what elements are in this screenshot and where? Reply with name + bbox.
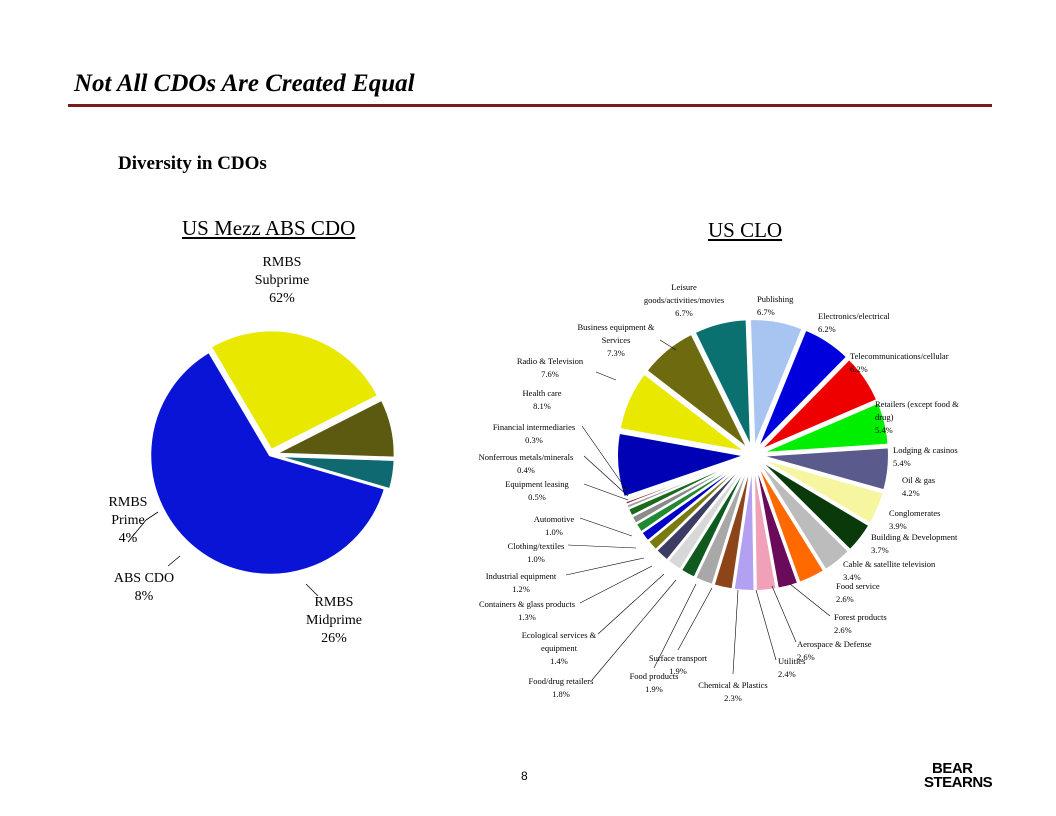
mezz-leader-midprime	[305, 583, 319, 597]
clo-leader-chemical-plastics	[732, 589, 739, 675]
clo-slice-forest-products	[752, 462, 778, 592]
clo-label-food-drug-retailers: Food/drug retailers 1.8%	[529, 676, 594, 699]
clo-label-chemical-plastics: Chemical & Plastics 2.3%	[698, 680, 767, 703]
clo-slice-lodging-casinos	[760, 446, 890, 492]
clo-slice-utilities	[712, 462, 753, 591]
clo-slice-building-development	[757, 460, 851, 572]
mezz-leader-prime-2	[127, 519, 147, 543]
clo-leader-aerospace-defense	[771, 585, 797, 643]
clo-label-retailers-except-food: Retailers (except food & drug) 5.4%	[875, 399, 959, 435]
clo-slice-business-equipment	[645, 332, 749, 450]
clo-label-surface-transport: Surface transport 1.9%	[649, 653, 708, 676]
logo-line-2: STEARNS	[924, 774, 993, 791]
bear-stearns-logo: BEAR STEARNS	[924, 760, 993, 791]
clo-slice-oil-gas	[759, 457, 885, 525]
clo-label-aerospace-defense: Aerospace & Defense 2.6%	[797, 639, 872, 662]
clo-leader-lines	[565, 339, 831, 681]
clo-label-health-care: Health care 8.1%	[523, 388, 562, 411]
clo-leader-forest-products	[789, 583, 831, 617]
clo-label-telecommunications-cellular: Telecommunications/cellular 6.2%	[850, 351, 949, 374]
mezz-leader-abs-cdo	[167, 555, 181, 567]
clo-leader-clothing-textiles	[567, 544, 637, 549]
clo-leader-utilities	[755, 589, 777, 661]
clo-slice-cable-satellite-television	[755, 461, 826, 585]
clo-label-ecological-services: Ecological services & equipment 1.4%	[522, 630, 597, 666]
clo-label-automotive: Automotive 1.0%	[534, 514, 575, 537]
clo-leader-automotive	[579, 517, 633, 537]
clo-label-oil-gas: Oil & gas 4.2%	[902, 475, 935, 498]
clo-slice-radio-television	[618, 372, 747, 453]
clo-label-financial-intermediaries: Financial intermediaries 0.3%	[493, 422, 575, 445]
clo-leader-radio-television	[595, 371, 617, 381]
clo-label-utilities: Utilities 2.4%	[778, 656, 805, 679]
clo-label-lodging-casinos: Lodging & casinos 5.4%	[893, 445, 958, 468]
clo-label-leisure: Leisure goods/activities/movies 6.7%	[644, 282, 724, 318]
clo-slice-health-care	[616, 431, 749, 499]
clo-slice-electronics-electrical	[756, 328, 849, 450]
clo-label-containers-glass-products: Containers & glass products 1.3%	[479, 599, 575, 622]
clo-slice-food-service	[754, 462, 800, 590]
slide-subtitle: Diversity in CDOs	[118, 153, 267, 174]
clo-label-industrial-equipment: Industrial equipment 1.2%	[486, 571, 557, 594]
mezz-label-abs-cdo: ABS CDO 8%	[114, 571, 174, 604]
clo-label-forest-products: Forest products 2.6%	[834, 612, 887, 635]
mezz-slice-rmbs-midprime	[208, 328, 381, 452]
mezz-label-rmbs-midprime: RMBS Midprime 26%	[306, 595, 362, 646]
clo-label-food-products: Food products 1.9%	[630, 671, 679, 694]
clo-leader-food-drug-retailers	[591, 579, 677, 681]
clo-label-publishing: Publishing 6.7%	[757, 294, 794, 317]
clo-leader-containers-glass-products	[579, 565, 653, 604]
mezz-pie-labels: RMBS Subprime 62% RMBS Midprime 26% ABS CDO 8% R…	[109, 255, 362, 646]
title-divider	[68, 104, 992, 107]
clo-slice-telecommunications-cellular	[758, 357, 879, 452]
clo-leader-equipment-leasing	[583, 483, 629, 501]
clo-slice-publishing	[748, 318, 804, 448]
clo-label-building-development: Building & Development 3.7%	[871, 532, 958, 555]
mezz-label-rmbs-prime: RMBS Prime 4%	[109, 495, 148, 546]
mezz-slice-abs-cdo	[274, 397, 397, 460]
clo-label-nonferrous-metals-minerals: Nonferrous metals/minerals 0.4%	[479, 452, 574, 475]
clo-leader-industrial-equipment	[565, 557, 645, 576]
clo-slice-financial-intermediaries	[623, 456, 746, 503]
clo-label-business-equipment: Business equipment & Services 7.3%	[578, 322, 655, 358]
clo-label-cable-satellite-television: Cable & satellite television 3.4%	[843, 559, 936, 582]
clo-slice-leisure	[693, 318, 753, 448]
clo-pie	[616, 318, 890, 592]
mezz-leader-prime	[145, 511, 159, 521]
clo-leader-food-products	[653, 583, 697, 669]
clo-leader-ecological-services	[597, 573, 665, 635]
clo-label-conglomerates: Conglomerates 3.9%	[889, 508, 940, 531]
clo-label-food-service: Food service 2.6%	[836, 581, 880, 604]
clo-leader-business-equipment	[659, 339, 677, 351]
mezz-pie	[148, 328, 397, 577]
page-number: 8	[521, 769, 528, 783]
clo-label-equipment-leasing: Equipment leasing 0.5%	[505, 479, 569, 502]
clo-slice-chemical-plastics	[693, 462, 752, 587]
slide-title: Not All CDOs Are Created Equal	[74, 70, 415, 97]
mezz-slice-rmbs-prime	[274, 454, 397, 491]
logo-line-1: BEAR	[932, 760, 973, 777]
clo-label-clothing-textiles: Clothing/textiles 1.0%	[508, 541, 565, 564]
clo-leader-nonferrous-metals-minerals	[583, 455, 629, 497]
clo-leader-surface-transport	[677, 587, 713, 651]
clo-slice-conglomerates	[758, 459, 871, 552]
clo-leader-financial-intermediaries	[581, 425, 629, 493]
mezz-chart-title: US Mezz ABS CDO	[182, 216, 356, 240]
clo-slice-retailers-except-food	[760, 401, 890, 455]
clo-label-radio-television: Radio & Television 7.6%	[517, 356, 584, 379]
mezz-slice-rmbs-subprime	[148, 349, 387, 577]
clo-label-electronics-electrical: Electronics/electrical 6.2%	[818, 311, 890, 334]
mezz-label-rmbs-subprime: RMBS Subprime 62%	[255, 255, 309, 306]
clo-chart-title: US CLO	[708, 218, 783, 242]
clo-slice-aerospace-defense	[732, 462, 756, 592]
clo-pie-labels: Publishing 6.7% Electronics/electrical 6.2%…	[479, 282, 960, 703]
